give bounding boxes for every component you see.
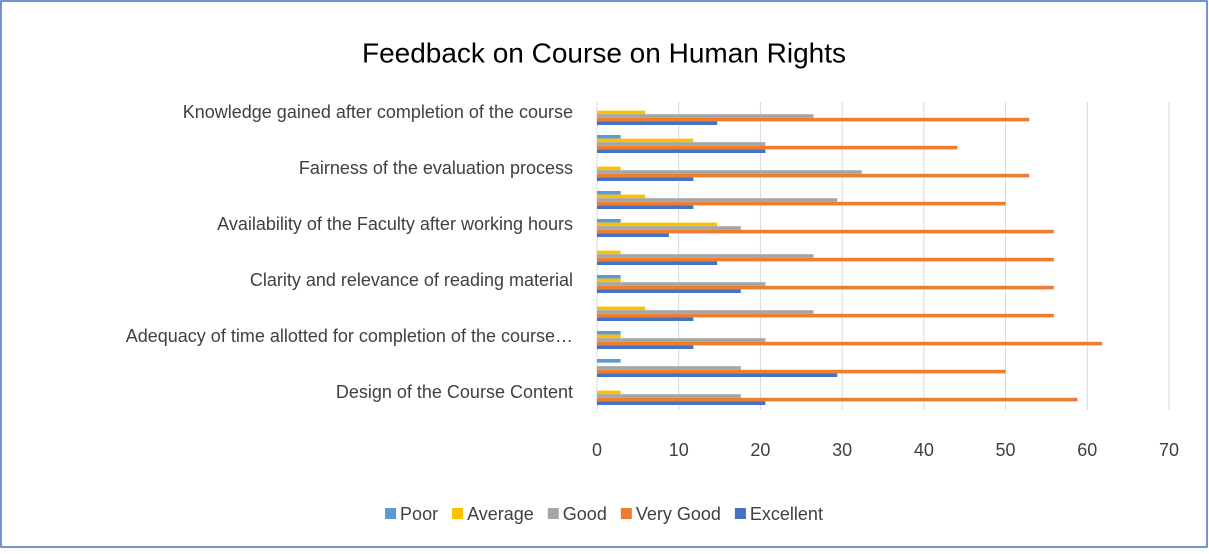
bar	[597, 397, 1078, 402]
bar	[597, 310, 814, 314]
bar	[597, 177, 694, 181]
legend-label: Poor	[400, 504, 438, 524]
bar	[597, 401, 766, 405]
y-tick-label: Adequacy of time allotted for completion…	[126, 326, 573, 346]
bar	[597, 173, 1030, 178]
x-tick-label: 40	[914, 440, 934, 460]
y-tick-label: Fairness of the evaluation process	[299, 158, 573, 178]
bar	[597, 261, 718, 265]
x-tick-label: 0	[592, 440, 602, 460]
bar	[597, 149, 766, 153]
bar	[597, 373, 838, 377]
bar	[597, 226, 741, 230]
legend-swatch	[620, 508, 632, 519]
y-tick-label: Knowledge gained after completion of the…	[183, 102, 573, 122]
bar	[597, 145, 958, 150]
bar	[597, 338, 766, 342]
bar	[597, 345, 694, 349]
bar	[597, 331, 621, 335]
bar	[597, 114, 814, 118]
bar	[597, 278, 621, 283]
bar	[597, 369, 1006, 374]
y-tick-label: Design of the Course Content	[336, 382, 573, 402]
legend-label: Very Good	[636, 504, 721, 524]
legend-swatch	[547, 508, 559, 519]
legend-label: Excellent	[750, 504, 823, 524]
x-tick-label: 30	[832, 440, 852, 460]
legend-swatch	[734, 508, 746, 519]
x-tick-label: 50	[996, 440, 1016, 460]
bar	[597, 285, 1054, 290]
x-tick-label: 60	[1077, 440, 1097, 460]
bar	[597, 121, 718, 125]
bar	[597, 275, 621, 279]
legend-swatch	[452, 508, 464, 519]
x-tick-label: 20	[750, 440, 770, 460]
bar	[597, 205, 694, 209]
bar	[597, 191, 621, 195]
bar	[597, 219, 621, 223]
bar	[597, 341, 1102, 346]
y-tick-label: Availability of the Faculty after workin…	[217, 214, 573, 234]
legend-swatch	[385, 508, 397, 519]
bar	[597, 366, 741, 370]
bar	[597, 201, 1006, 206]
bar	[597, 306, 646, 311]
bar	[597, 233, 669, 237]
bar	[597, 282, 766, 286]
bar	[597, 250, 621, 255]
x-tick-label: 70	[1159, 440, 1179, 460]
bar	[597, 198, 838, 202]
y-tick-label: Clarity and relevance of reading materia…	[250, 270, 573, 290]
legend-label: Average	[467, 504, 534, 524]
bar	[597, 170, 862, 174]
bar	[597, 110, 646, 115]
bar	[597, 135, 621, 139]
chart-title: Feedback on Course on Human Rights	[362, 37, 846, 68]
bar	[597, 317, 694, 321]
bar	[597, 334, 621, 339]
bar	[597, 254, 814, 258]
legend-label: Good	[563, 504, 607, 524]
bar	[597, 359, 621, 363]
bar	[597, 222, 718, 227]
bar	[597, 194, 646, 199]
bar	[597, 142, 766, 146]
bar	[597, 390, 621, 395]
bar	[597, 289, 741, 293]
bar	[597, 166, 621, 171]
bar	[597, 257, 1054, 262]
bar	[597, 117, 1030, 122]
bar	[597, 313, 1054, 318]
x-tick-label: 10	[669, 440, 689, 460]
bar	[597, 138, 694, 143]
bar	[597, 394, 741, 398]
bar	[597, 229, 1054, 234]
